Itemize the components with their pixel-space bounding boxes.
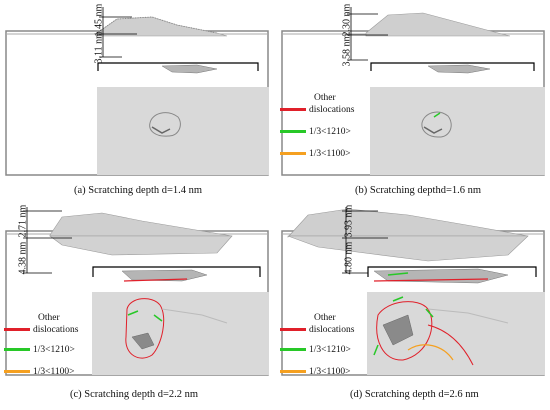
legend-shockley-row: 1/3<1100>	[280, 367, 351, 378]
legend-other-row: dislocations	[280, 325, 354, 336]
legend-shockley-swatch	[280, 152, 306, 156]
legend-other-text-2: dislocations	[33, 325, 79, 335]
dim-top-label: 3.93 nm	[343, 204, 355, 238]
pileup-lower	[49, 235, 233, 256]
dislocation-line	[127, 310, 163, 322]
inset-substrate	[97, 87, 269, 175]
legend-c: Other dislocations 1/3<1210> 1/3<1100>	[4, 313, 94, 393]
chip-pileup	[365, 12, 511, 37]
inset-bracket	[92, 266, 261, 277]
dim-bottom-label: 4.80 nm	[343, 241, 355, 275]
panel-a-figure	[5, 7, 269, 176]
dislocation-line	[373, 296, 434, 356]
legend-other-text-2: dislocations	[309, 325, 355, 335]
dislocation-line	[123, 278, 188, 282]
dislocation-line	[387, 272, 409, 276]
dim-top-label: 2.71 nm	[17, 204, 29, 238]
chip-pileup	[49, 212, 233, 237]
caption-d: (d) Scratching depth d=2.6 nm	[350, 389, 479, 400]
legend-other-swatch	[280, 108, 306, 112]
legend-other-swatch	[280, 328, 306, 332]
subsurface-damage	[427, 64, 491, 74]
legend-d: Other dislocations 1/3<1210> 1/3<1100>	[280, 313, 370, 393]
legend-other-swatch	[4, 328, 30, 332]
panel-d-figure	[281, 207, 545, 376]
legend-shockley-text: 1/3<1100>	[309, 367, 351, 377]
dislocation-loop	[125, 298, 165, 359]
legend-burgers-text: 1/3<1210>	[309, 127, 351, 137]
dim-top-label: 2.30 nm	[341, 3, 353, 37]
caption-b: (b) Scratching depthd=1.6 nm	[355, 185, 482, 196]
legend-shockley-swatch	[280, 370, 306, 374]
legend-other-text-2: dislocations	[309, 105, 355, 115]
shockley-line	[407, 344, 454, 361]
legend-burgers-swatch	[4, 348, 30, 352]
damage-core	[382, 314, 414, 346]
legend-shockley-row: 1/3<1100>	[4, 367, 75, 378]
legend-shockley-text: 1/3<1100>	[33, 367, 75, 377]
panel-b-figure	[281, 7, 545, 176]
panel-b: 2.30 nm 3.58 nm Other dislocations 1/3<1…	[278, 3, 549, 205]
dim-bottom-label: 3.11 nm	[93, 31, 105, 64]
damage-loop	[149, 112, 181, 137]
panel-c: 2.71 nm 4.38 nm Other dislocations 1/3<1…	[2, 205, 273, 405]
dislocation-line	[427, 324, 474, 366]
legend-b: Other dislocations 1/3<1210> 1/3<1100>	[280, 93, 370, 173]
legend-shockley-text: 1/3<1100>	[309, 149, 351, 159]
legend-shockley-row: 1/3<1100>	[280, 149, 351, 160]
legend-shockley-swatch	[4, 370, 30, 374]
legend-burgers-text: 1/3<1210>	[309, 345, 351, 355]
panel-d: 3.93 nm 4.80 nm Other dislocations 1/3<1…	[278, 205, 549, 405]
chip-pileup	[96, 16, 228, 37]
caption-c: (c) Scratching depth d=2.2 nm	[70, 389, 199, 400]
damage-core	[423, 126, 443, 134]
legend-other-row: dislocations	[4, 325, 78, 336]
damage-core	[131, 332, 155, 350]
legend-other-text-1: Other	[314, 313, 336, 323]
legend-other-text-1: Other	[314, 93, 336, 103]
legend-other-text-1: Other	[38, 313, 60, 323]
pileup-lower	[287, 235, 529, 262]
inset-bracket	[370, 62, 535, 71]
dislocation-line	[373, 278, 489, 282]
legend-other-row: dislocations	[280, 105, 354, 116]
dim-bottom-label: 4.38 nm	[17, 241, 29, 275]
damage-loop	[421, 111, 452, 138]
caption-a: (a) Scratching depth d=1.4 nm	[74, 185, 203, 196]
legend-burgers-swatch	[280, 130, 306, 134]
legend-burgers-text: 1/3<1210>	[33, 345, 75, 355]
legend-burgers-row: 1/3<1210>	[280, 345, 351, 356]
damage-trace	[427, 308, 509, 324]
inset-bracket	[367, 266, 537, 277]
dislocation-loop	[376, 301, 433, 361]
panel-c-figure	[5, 207, 269, 376]
legend-burgers-swatch	[280, 348, 306, 352]
chip-pileup	[287, 208, 529, 238]
inset-substrate	[92, 292, 269, 375]
legend-burgers-row: 1/3<1210>	[4, 345, 75, 356]
inset-bracket	[97, 62, 259, 71]
dim-bottom-label: 3.58 nm	[341, 33, 353, 67]
damage-trace	[161, 308, 228, 324]
legend-burgers-row: 1/3<1210>	[280, 127, 351, 138]
dislocation-line	[433, 112, 441, 118]
subsurface-damage	[161, 64, 218, 74]
damage-core	[151, 126, 171, 134]
subsurface-damage	[121, 269, 208, 282]
panel-a: 1.45 nm 3.11 nm (a) Scratching depth d=1…	[2, 4, 273, 205]
inset-substrate	[370, 87, 545, 175]
